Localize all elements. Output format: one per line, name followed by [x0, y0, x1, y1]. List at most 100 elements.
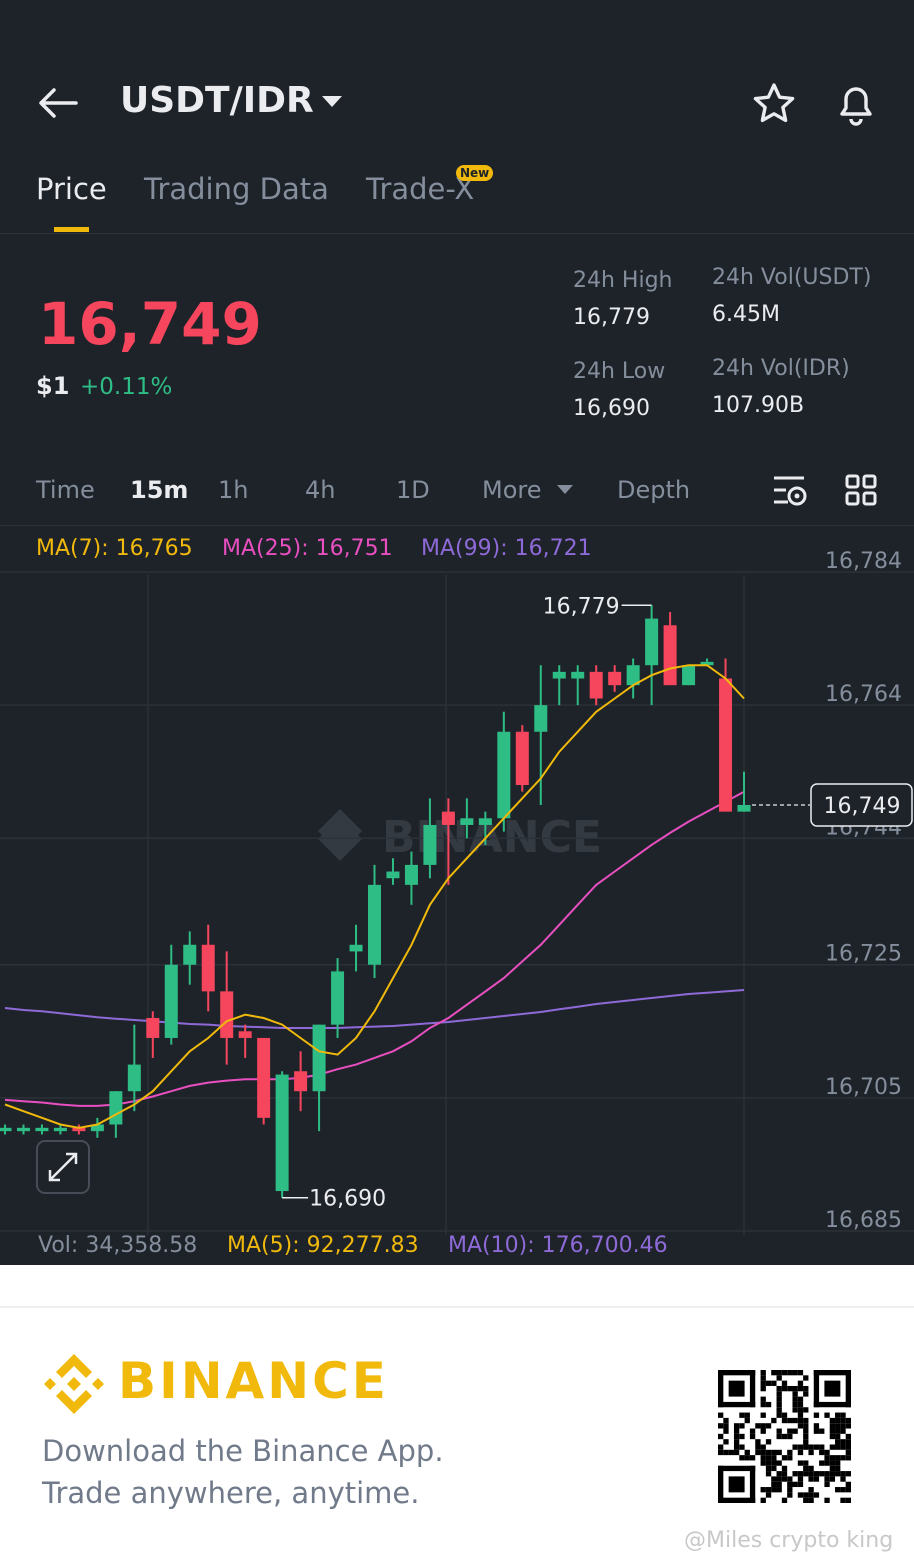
candle-body [349, 944, 363, 952]
interval[interactable]: Depth [617, 476, 691, 504]
qr-module [749, 1433, 756, 1440]
qr-module [744, 1455, 750, 1461]
qr-module [824, 1380, 841, 1397]
interval[interactable]: 1D [396, 476, 430, 504]
candle-body [53, 1127, 67, 1132]
qr-module [781, 1385, 788, 1392]
qr-module [845, 1444, 851, 1450]
qr-module [781, 1370, 788, 1376]
qr-module [792, 1401, 798, 1408]
qr-module [728, 1380, 745, 1397]
qr-code[interactable] [718, 1370, 851, 1503]
qr-module [718, 1412, 724, 1418]
qr-module [808, 1497, 814, 1503]
candle-body [515, 731, 529, 786]
qr-module [792, 1407, 798, 1413]
interval[interactable]: 1h [218, 476, 249, 504]
qr-module [797, 1412, 804, 1418]
qr-module [803, 1433, 809, 1440]
alert-icon[interactable] [834, 80, 878, 126]
high-label: 16,779 [543, 594, 620, 619]
stat-label: 24h Vol(USDT) [712, 265, 872, 290]
candle-body [331, 971, 345, 1025]
qr-module [840, 1497, 846, 1503]
candle-body [404, 864, 418, 885]
more-arrow[interactable] [556, 484, 574, 496]
qr-module [760, 1460, 766, 1466]
qr-module [808, 1487, 814, 1493]
indicator-icon[interactable] [772, 474, 808, 508]
y-tick-label: 16,725 [825, 942, 902, 967]
qr-module [835, 1412, 841, 1418]
footer-divider [0, 1306, 914, 1308]
candle-body [552, 671, 566, 679]
qr-module [718, 1465, 756, 1472]
vertical-grid [147, 575, 745, 1235]
qr-module [755, 1439, 761, 1445]
qr-module [760, 1412, 766, 1418]
qr-module [845, 1487, 851, 1493]
qr-module [760, 1444, 766, 1450]
interval[interactable]: More [482, 476, 542, 504]
qr-module [739, 1444, 745, 1450]
qr-module [787, 1428, 793, 1434]
qr-module [808, 1471, 814, 1477]
y-tick-label: 16,764 [825, 682, 902, 707]
candle-body [737, 804, 751, 812]
back-button[interactable] [36, 86, 80, 120]
candle-body [127, 1064, 141, 1092]
interval[interactable]: 15m [130, 476, 189, 504]
qr-module [808, 1465, 814, 1472]
footer-line: Trade anywhere, anytime. [42, 1476, 420, 1510]
qr-module [813, 1370, 851, 1376]
candle-body [16, 1127, 30, 1132]
qr-module [808, 1476, 814, 1482]
stat-label: 24h Vol(IDR) [712, 356, 850, 381]
qr-module [792, 1471, 798, 1477]
qr-module [824, 1497, 830, 1503]
expand-button[interactable] [36, 1140, 90, 1194]
tab[interactable]: Price [36, 172, 107, 206]
qr-module [776, 1487, 782, 1493]
tab[interactable]: Trade-X [366, 172, 475, 206]
qr-module [723, 1449, 729, 1456]
qr-module [776, 1412, 782, 1418]
qr-module [792, 1391, 798, 1397]
qr-module [819, 1449, 825, 1456]
qr-module [771, 1449, 777, 1456]
candle-body [275, 1074, 289, 1192]
qr-module [787, 1385, 793, 1392]
qr-module [803, 1460, 809, 1466]
y-tick-label: 16,705 [825, 1075, 902, 1100]
qr-module [744, 1449, 750, 1456]
y-tick-label: 16,685 [825, 1208, 902, 1233]
qr-module [776, 1385, 782, 1392]
qr-module [776, 1476, 782, 1482]
qr-module [781, 1476, 788, 1482]
qr-module [845, 1433, 851, 1440]
qr-module [829, 1460, 836, 1466]
dropdown-icon[interactable] [320, 94, 344, 110]
candle-body [312, 1024, 326, 1092]
interval[interactable]: 4h [305, 476, 336, 504]
tab[interactable]: Trading Data [144, 172, 329, 206]
pair-title[interactable]: USDT/IDR [120, 80, 314, 121]
favorite-icon[interactable] [752, 82, 796, 124]
qr-module [755, 1423, 761, 1429]
qr-module [835, 1487, 841, 1493]
new-badge: New [456, 165, 494, 181]
qr-module [787, 1455, 793, 1461]
qr-module [803, 1428, 809, 1434]
interval[interactable]: Time [36, 476, 95, 504]
qr-module [803, 1444, 809, 1450]
low-label: 16,690 [309, 1187, 386, 1212]
qr-module [835, 1460, 841, 1466]
qr-module [845, 1449, 851, 1456]
qr-module [840, 1412, 846, 1418]
qr-module [755, 1449, 761, 1456]
qr-module [803, 1385, 809, 1392]
watermark-text: BINANCE [382, 812, 602, 863]
layout-icon[interactable] [845, 474, 877, 506]
qr-module [819, 1444, 825, 1450]
